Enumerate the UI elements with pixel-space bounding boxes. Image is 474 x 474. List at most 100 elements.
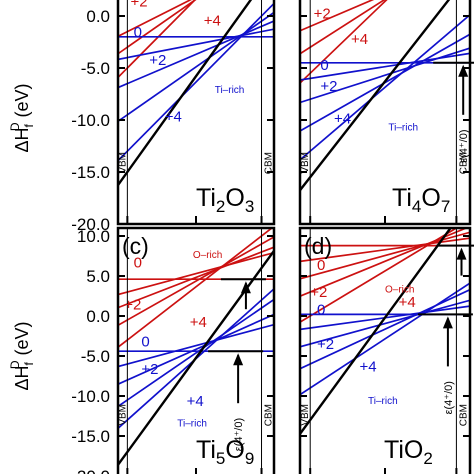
series-line-2: [118, 246, 274, 309]
series-line-5: [300, 47, 470, 104]
panel-letter: (d): [304, 233, 332, 259]
series-line-1: [118, 251, 274, 296]
series-line-1: [118, 0, 197, 55]
charge-label: 0: [134, 254, 142, 271]
y-tick-label: -5.0: [81, 59, 110, 78]
series-line-1: [300, 0, 386, 55]
series-line-7: [118, 2, 274, 162]
y-tick-label: -15.0: [71, 427, 110, 446]
panel-frame: [298, 226, 472, 474]
cbm-label: CBM: [264, 152, 275, 174]
compound-label: Ti4O7: [392, 184, 450, 216]
y-tick-label: -15.0: [71, 163, 110, 182]
panel-a: VBM CBM 0.0 -5.0 -10.0 -15.0 -20.0 +2 +4 0 +2 +4 Ti–…: [71, 0, 276, 234]
vbm-label: VBM: [117, 404, 128, 426]
series-line-4: [118, 228, 274, 348]
charge-label: +2: [149, 52, 166, 69]
charge-label: +4: [204, 12, 221, 29]
charge-label: +2: [130, 0, 147, 11]
svg-text:ΔHfD (eV): ΔHfD (eV): [8, 83, 36, 152]
charge-label: +2: [141, 361, 158, 378]
series-line-8: [118, 298, 274, 408]
charge-label: 0: [317, 301, 325, 318]
y-tick-label: 10.0: [77, 227, 110, 246]
series-line-7: [118, 313, 274, 385]
series-line-10: [118, 250, 274, 466]
panel-letter: (c): [122, 233, 149, 259]
charge-label: 0: [141, 334, 149, 351]
compound-label: Ti5O9: [196, 436, 254, 468]
y-axis-label-bottom: ΔHfD (eV): [8, 321, 36, 390]
charge-label: +4: [399, 294, 416, 311]
cbm-label: CBM: [264, 404, 275, 426]
compound-label: Ti2O3: [196, 184, 254, 216]
transition-arrowhead: [442, 316, 453, 329]
y-tick-label: -10.0: [71, 111, 110, 130]
vbm-label: VBM: [117, 152, 128, 174]
charge-label: +2: [314, 5, 331, 22]
charge-label: +4: [187, 393, 204, 410]
series-line-2: [118, 0, 197, 79]
y-tick-label: 0.0: [86, 7, 110, 26]
cbm-label: CBM: [458, 152, 469, 174]
region-label-ti-rich: Ti–rich: [388, 122, 418, 133]
series-line-4: [300, 228, 459, 323]
region-label-ti-rich: Ti–rich: [177, 418, 207, 429]
series-line-10: [300, 228, 453, 435]
plot-area: [300, 0, 470, 191]
series-line-0: [118, 0, 192, 38]
y-tick-label: -20.0: [71, 215, 110, 234]
series-line-3: [300, 228, 469, 297]
charge-label: +2: [310, 284, 327, 301]
panel-frame: [116, 226, 276, 474]
region-label-o-rich: O–rich: [385, 284, 414, 295]
charge-label: +4: [190, 314, 207, 331]
series-line-7: [300, 14, 470, 161]
y-tick-label: -5.0: [81, 347, 110, 366]
y-tick-label: 0.0: [86, 307, 110, 326]
series-line-2: [300, 0, 388, 84]
charge-label: 0: [134, 24, 142, 41]
vbm-label: VBM: [300, 404, 311, 426]
panel-b: VBM CBM +2 +4 0 +2 +4 Ti–rich ε(4⁺/0) Ti4O7: [298, 0, 474, 226]
svg-text:ΔHfD (eV): ΔHfD (eV): [8, 321, 36, 390]
charge-label: +4: [360, 358, 377, 375]
series-line-8: [300, 0, 451, 191]
series-line-6: [118, 323, 274, 368]
compound-label: TiO2: [384, 436, 433, 468]
series-line-8: [118, 0, 253, 186]
charge-label: 0: [317, 257, 325, 274]
y-tick-label: -10.0: [71, 387, 110, 406]
y-tick-label: 5.0: [86, 267, 110, 286]
series-line-9: [300, 282, 470, 396]
charge-label: +4: [351, 31, 368, 48]
panel-frame: [298, 0, 472, 226]
charge-label: +2: [124, 296, 141, 313]
panel-c: VBM CBM 10.0 5.0 0.0 -5.0 -10.0 -15.0 -20.0 0 +2 +4…: [71, 226, 276, 474]
cbm-label: CBM: [458, 404, 469, 426]
region-label-ti-rich: Ti–rich: [215, 85, 245, 96]
series-line-0: [300, 0, 375, 32]
transition-arrowhead: [458, 64, 469, 77]
series-line-4: [118, 28, 274, 61]
charge-label: 0: [320, 57, 328, 74]
series-line-3: [118, 236, 274, 327]
charge-label: +2: [317, 336, 334, 353]
panels: VBM CBM0.0-5.0-10.0-15.0-20.0+2+40+2+4Ti–…: [71, 0, 474, 474]
charge-label: +4: [165, 108, 182, 125]
charge-label: +4: [334, 111, 351, 128]
y-tick-label: -20.0: [71, 467, 110, 474]
series-line-8: [300, 288, 470, 370]
plot-area: [118, 0, 274, 186]
transition-arrowhead: [240, 281, 251, 294]
plot-area: [300, 228, 470, 435]
region-label-ti-rich: Ti–rich: [368, 396, 398, 407]
vbm-label: VBM: [300, 152, 311, 174]
transition-label: ε(4⁺/0): [233, 418, 245, 451]
transition-label: ε(4⁺/0): [443, 381, 455, 414]
transition-arrowhead: [456, 247, 467, 260]
transition-label: ε(4⁺/0): [458, 129, 470, 162]
charge-label: +2: [320, 78, 337, 95]
